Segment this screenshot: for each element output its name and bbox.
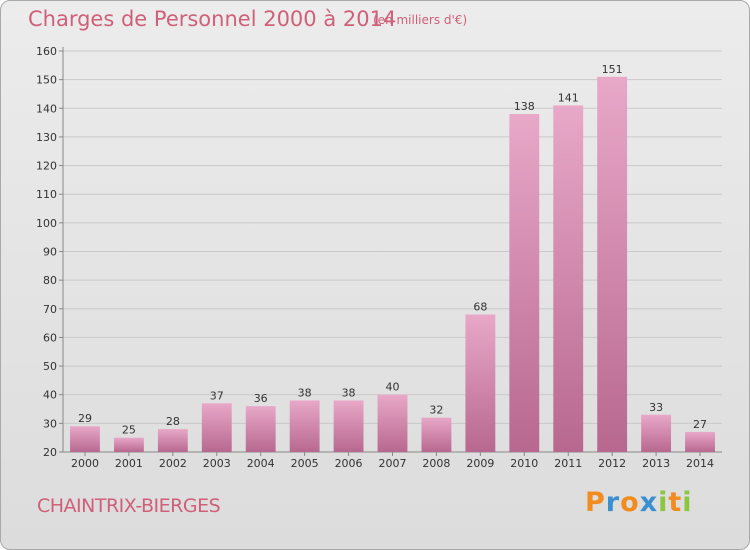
- y-tick-label: 100: [36, 217, 57, 230]
- chart-subtitle: (en milliers d'€): [373, 13, 468, 27]
- value-label: 25: [122, 424, 136, 437]
- bar-2013: [641, 414, 672, 452]
- y-tick-label: 90: [43, 246, 57, 259]
- x-tick-label: 2005: [291, 457, 319, 470]
- logo-letter: x: [639, 487, 659, 518]
- x-tick-label: 2014: [686, 457, 714, 470]
- value-label: 27: [693, 418, 707, 431]
- x-tick-label: 2008: [422, 457, 450, 470]
- tick-labels: 20 30 40 50 60 70 80 90 100 110 120 130 140 150 160 200…: [36, 45, 714, 470]
- bar-2006: [333, 400, 364, 452]
- bar-2007: [377, 394, 408, 452]
- bar-2014: [685, 431, 715, 452]
- logo-letter: i: [682, 487, 693, 518]
- bar-2001: [113, 437, 144, 452]
- x-tick-label: 2012: [598, 457, 626, 470]
- value-label: 38: [342, 386, 356, 399]
- y-tick-label: 160: [36, 45, 57, 58]
- y-tick-label: 60: [43, 331, 57, 344]
- x-tick-label: 2000: [71, 457, 99, 470]
- x-tick-label: 2010: [510, 457, 538, 470]
- bar-2002: [157, 429, 188, 452]
- y-tick-label: 30: [43, 417, 57, 430]
- x-tick-label: 2001: [115, 457, 143, 470]
- x-tick-label: 2007: [379, 457, 407, 470]
- y-tick-label: 70: [43, 303, 57, 316]
- x-tick-label: 2002: [159, 457, 187, 470]
- bar-2000: [70, 426, 100, 452]
- x-tick-label: 2006: [335, 457, 363, 470]
- bar-2010: [509, 114, 540, 452]
- bar-2012: [597, 76, 628, 453]
- x-tick-label: 2004: [247, 457, 275, 470]
- x-tick-label: 2013: [642, 457, 670, 470]
- y-tick-label: 110: [36, 188, 57, 201]
- y-tick-label: 80: [43, 274, 57, 287]
- bar-2011: [553, 105, 584, 453]
- value-label: 33: [649, 401, 663, 414]
- x-tick-label: 2011: [554, 457, 582, 470]
- bar-2008: [421, 417, 452, 452]
- y-tick-label: 150: [36, 74, 57, 87]
- y-tick-label: 130: [36, 131, 57, 144]
- y-tick-label: 40: [43, 389, 57, 402]
- bar-2005: [289, 400, 320, 452]
- value-label: 37: [210, 389, 224, 402]
- logo-letter: i: [658, 487, 669, 518]
- logo-letter: t: [668, 487, 683, 518]
- value-label: 29: [78, 412, 92, 425]
- value-labels: 29 25 28 37 36 38 38 40 32 68 138 141 151 33 27: [78, 63, 707, 437]
- bars: [70, 76, 715, 453]
- value-label: 68: [473, 301, 487, 314]
- logo-letter: P: [585, 487, 606, 518]
- value-label: 40: [386, 381, 400, 394]
- value-label: 38: [298, 386, 312, 399]
- bar-2009: [465, 314, 496, 452]
- y-tick-label: 120: [36, 160, 57, 173]
- value-label: 151: [602, 63, 623, 76]
- value-label: 28: [166, 415, 180, 428]
- y-tick-label: 50: [43, 360, 57, 373]
- value-label: 36: [254, 392, 268, 405]
- bar-2004: [245, 406, 276, 452]
- proxiti-logo: Proxiti: [585, 487, 693, 518]
- value-label: 32: [429, 404, 443, 417]
- logo-letter: o: [620, 487, 640, 518]
- chart-title: Charges de Personnel 2000 à 2014: [28, 7, 397, 31]
- x-tick-label: 2003: [203, 457, 231, 470]
- y-tick-label: 140: [36, 102, 57, 115]
- bar-2003: [201, 403, 232, 452]
- y-tick-label: 20: [43, 446, 57, 459]
- logo-letter: r: [605, 487, 621, 518]
- value-label: 141: [558, 91, 579, 104]
- commune-name: CHAINTRIX-BIERGES: [37, 495, 221, 517]
- x-tick-label: 2009: [466, 457, 494, 470]
- value-label: 138: [514, 100, 535, 113]
